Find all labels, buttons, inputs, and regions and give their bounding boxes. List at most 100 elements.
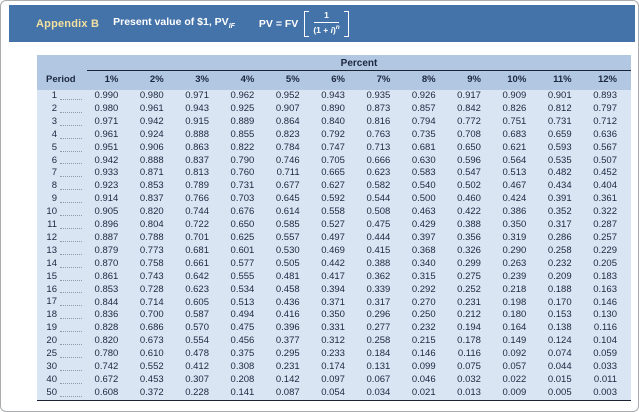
- period-cell: 15: [37, 271, 87, 284]
- pv-value-cell: 0.429: [411, 219, 436, 231]
- pv-value-cell: 0.871: [139, 167, 164, 179]
- pv-value-cell: 0.853: [94, 283, 119, 295]
- pv-value-cell: 0.665: [321, 167, 345, 179]
- pv-value-cell: 0.712: [593, 115, 617, 127]
- pv-value-cell: 0.286: [547, 231, 572, 243]
- pv-value-cell: 0.482: [547, 167, 572, 179]
- pv-value-cell: 0.794: [411, 115, 436, 127]
- table-row: 5 0.951 0.906 0.863 0.822 0.784 0.747 0.713 0.6…: [37, 142, 631, 155]
- pv-value-cell: 0.614: [275, 206, 300, 218]
- pv-value-cell: 0.317: [547, 219, 572, 231]
- pv-value-cell: 0.436: [275, 296, 300, 308]
- table-row: 7 0.933 0.871 0.813 0.760 0.711 0.665 0.623 0.5…: [37, 167, 631, 180]
- period-number: 2: [51, 102, 57, 114]
- table-row: 15 0.861 0.743 0.642 0.555 0.481 0.417 0.362 0.…: [37, 271, 631, 284]
- pv-value-cell: 0.677: [275, 180, 300, 192]
- pv-value-cell: 0.625: [230, 231, 255, 243]
- pv-value-cell: 0.592: [321, 193, 345, 205]
- pv-value-cell: 0.212: [457, 309, 481, 321]
- pv-value-cell: 0.735: [411, 128, 436, 140]
- pv-value-cell: 0.661: [185, 257, 209, 269]
- pv-value-cell: 0.935: [366, 90, 391, 101]
- pv-value-cell: 0.820: [94, 335, 119, 347]
- pv-value-cell: 0.046: [411, 373, 436, 385]
- table-row: 19 0.828 0.686 0.570 0.475 0.396 0.331 0.277 0.…: [37, 322, 631, 335]
- pv-value-cell: 0.842: [457, 102, 481, 114]
- pv-value-cell: 0.412: [185, 361, 209, 373]
- pv-value-cell: 0.557: [275, 231, 300, 243]
- period-number: 10: [46, 206, 57, 218]
- period-number: 8: [51, 180, 57, 192]
- pv-value-cell: 0.404: [593, 180, 617, 192]
- pv-formula: PV = FV 1 (1 + i)n: [258, 10, 349, 37]
- formula-lhs: PV = FV: [258, 17, 299, 30]
- pv-value-cell: 0.893: [593, 90, 617, 101]
- pv-value-cell: 0.022: [502, 373, 527, 385]
- pv-value-cell: 0.901: [547, 90, 572, 101]
- pv-value-cell: 0.394: [321, 283, 345, 295]
- pv-value-cell: 0.434: [547, 180, 572, 192]
- pv-value-cell: 0.424: [502, 193, 527, 205]
- fraction-denominator: (1 + i)n: [313, 24, 340, 35]
- period-cell: 18: [37, 309, 87, 322]
- pv-value-cell: 0.229: [593, 244, 617, 256]
- pv-value-cell: 0.788: [139, 231, 164, 243]
- pv-value-cell: 0.864: [275, 115, 300, 127]
- pv-value-cell: 0.170: [547, 296, 572, 308]
- pv-value-cell: 0.751: [502, 115, 527, 127]
- pv-value-cell: 0.142: [275, 373, 300, 385]
- pv-value-cell: 0.356: [457, 231, 481, 243]
- pv-value-cell: 0.971: [94, 115, 119, 127]
- pv-value-cell: 0.990: [94, 90, 119, 101]
- period-cell: 11: [37, 219, 87, 232]
- pv-value-cell: 0.396: [275, 322, 300, 334]
- pv-value-cell: 0.124: [547, 335, 572, 347]
- pv-value-cell: 0.340: [411, 257, 436, 269]
- pv-value-cell: 0.295: [275, 348, 300, 360]
- pv-value-cell: 0.836: [94, 309, 119, 321]
- pv-value-cell: 0.961: [94, 128, 119, 140]
- pv-value-cell: 0.925: [230, 102, 255, 114]
- pv-value-cell: 0.621: [502, 141, 527, 153]
- pv-value-cell: 0.188: [547, 283, 572, 295]
- pv-value-cell: 0.075: [457, 361, 481, 373]
- pv-value-cell: 0.453: [139, 373, 164, 385]
- pv-value-cell: 0.475: [366, 219, 391, 231]
- pv-value-cell: 0.257: [593, 231, 617, 243]
- period-number: 9: [51, 193, 57, 205]
- table-row: 50 0.608 0.372 0.228 0.141 0.087 0.054 0.034 0.…: [37, 387, 631, 400]
- table-row: 40 0.672 0.453 0.307 0.208 0.142 0.097 0.067 0.…: [37, 374, 631, 387]
- pv-value-cell: 0.605: [185, 296, 209, 308]
- pv-value-cell: 0.792: [321, 128, 345, 140]
- period-number: 20: [46, 335, 57, 347]
- pv-value-cell: 0.558: [321, 206, 345, 218]
- pv-value-cell: 0.681: [185, 244, 209, 256]
- pv-value-cell: 0.924: [139, 128, 164, 140]
- percent-column-header: 10%: [507, 74, 527, 85]
- pv-value-cell: 0.535: [547, 154, 572, 166]
- table-row: 14 0.870 0.758 0.661 0.577 0.505 0.442 0.388 0.…: [37, 258, 631, 271]
- period-number: 5: [51, 141, 57, 153]
- pv-value-cell: 0.463: [411, 206, 436, 218]
- pv-value-cell: 0.368: [411, 244, 436, 256]
- pv-value-cell: 0.713: [366, 141, 391, 153]
- pv-value-cell: 0.659: [547, 128, 572, 140]
- pv-value-cell: 0.290: [502, 244, 527, 256]
- dotted-leader: [60, 369, 82, 371]
- period-cell: 3: [37, 116, 87, 129]
- pv-value-cell: 0.478: [185, 348, 209, 360]
- percent-column-header: 5%: [285, 74, 300, 85]
- period-column-header: Period: [46, 73, 76, 85]
- pv-value-cell: 0.352: [547, 206, 572, 218]
- period-number: 30: [46, 361, 57, 373]
- period-cell: 4: [37, 129, 87, 142]
- pv-value-cell: 0.596: [457, 154, 481, 166]
- pv-value-cell: 0.700: [139, 309, 164, 321]
- pv-value-cell: 0.205: [593, 257, 617, 269]
- pv-value-cell: 0.887: [94, 231, 119, 243]
- pv-value-cell: 0.417: [321, 270, 345, 282]
- pv-value-cell: 0.277: [366, 322, 391, 334]
- pv-value-cell: 0.312: [321, 335, 345, 347]
- table-row: 2 0.980 0.961 0.943 0.925 0.907 0.890 0.873 0.8…: [37, 103, 631, 116]
- pv-value-cell: 0.547: [457, 167, 481, 179]
